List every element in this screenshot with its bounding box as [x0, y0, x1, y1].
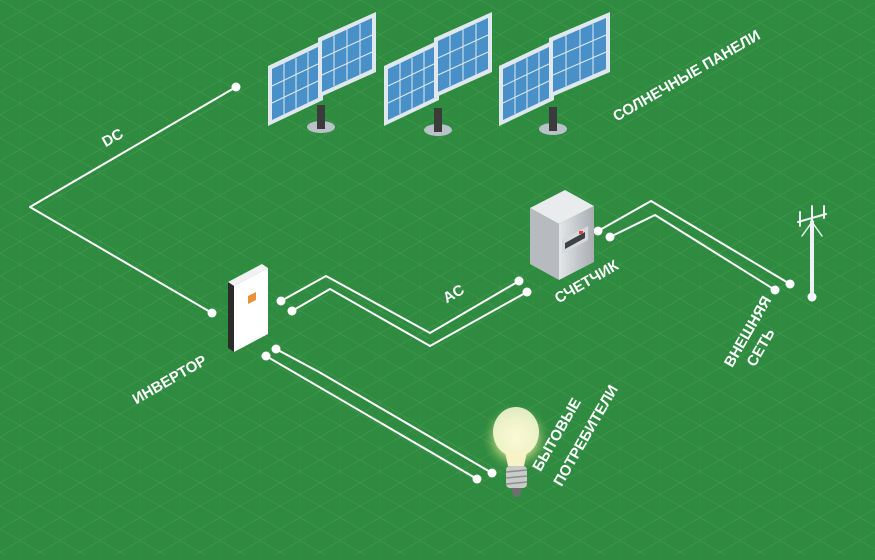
grid-tower	[797, 205, 827, 299]
ac-wire-2	[291, 288, 528, 347]
solar-panel-2	[384, 12, 492, 136]
meter-device	[530, 190, 594, 280]
inverter-device	[228, 264, 268, 352]
wire-endpoints	[207, 82, 817, 484]
consumer-wire-2	[265, 355, 478, 480]
solar-panel-group	[268, 12, 610, 136]
solar-panel-1	[268, 12, 376, 133]
wires	[29, 86, 791, 480]
consumer-wire-1	[275, 348, 493, 474]
dc-wire	[29, 86, 237, 314]
grid-wire-2	[609, 214, 776, 291]
light-bulb	[480, 402, 552, 497]
ac-wire-1	[280, 275, 520, 334]
solar-panel-3	[499, 12, 610, 135]
grid-wire-1	[597, 200, 791, 285]
